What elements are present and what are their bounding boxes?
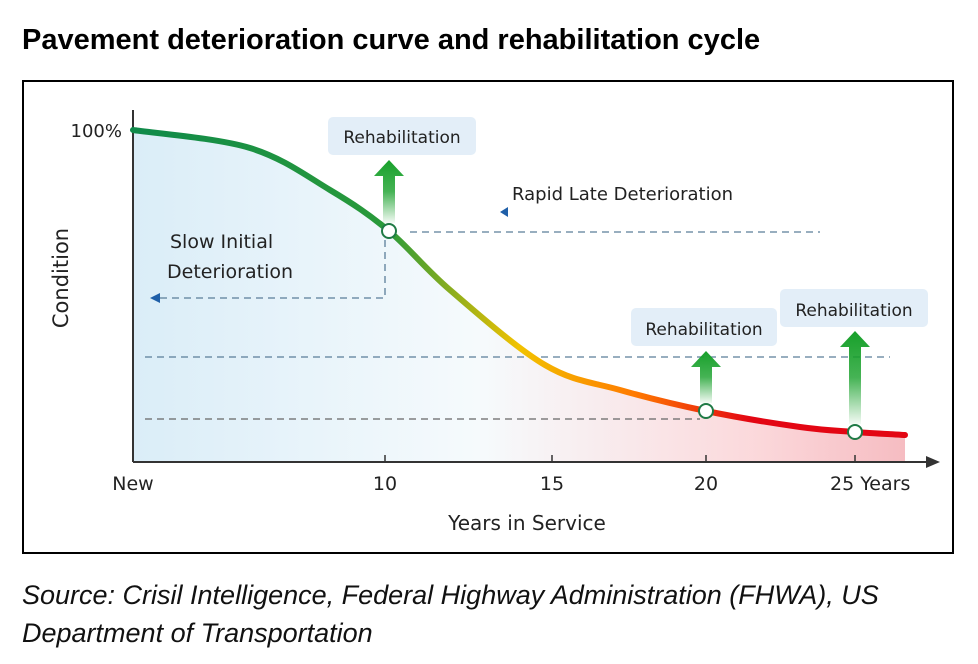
condition-curve <box>130 127 908 438</box>
rehab-label-box <box>780 289 928 327</box>
slow-deterioration-leader <box>160 240 386 299</box>
annotation-slow-2: Deterioration <box>167 261 293 283</box>
rehab-arrow-icon <box>691 351 721 403</box>
annotation-slow: Slow Initial <box>170 231 273 253</box>
rehab-label-box <box>328 117 476 155</box>
arrow-left-icon <box>150 293 160 303</box>
rehab-label-box <box>631 308 777 346</box>
area-fill <box>133 130 905 462</box>
y-top-label: 100% <box>71 121 122 142</box>
x-tick-label: 10 <box>373 473 397 495</box>
y-axis-title: Condition <box>49 228 73 328</box>
rehab-label: Rehabilitation <box>645 320 762 340</box>
rehab-arrow-icon <box>840 331 870 424</box>
x-tick-label: 20 <box>694 473 718 495</box>
x-tick-label: 25 Years <box>830 473 910 495</box>
x-axis-title: Years in Service <box>447 511 606 535</box>
rehab-label: Rehabilitation <box>795 301 912 321</box>
rehab-arrow-icon <box>374 160 404 223</box>
axis-arrow-icon <box>926 456 940 468</box>
rehab-point <box>381 223 397 239</box>
x-tick-label: 15 <box>540 473 564 495</box>
arrow-left-icon <box>500 207 508 217</box>
source-note: Source: Crisil Intelligence, Federal Hig… <box>22 580 879 648</box>
annotation-rapid: Rapid Late Deterioration <box>512 184 733 205</box>
rehab-point <box>698 403 714 419</box>
chart-frame <box>22 80 954 554</box>
page-title: Pavement deterioration curve and rehabil… <box>22 24 761 56</box>
x-tick-label: New <box>112 473 153 495</box>
rehab-label: Rehabilitation <box>343 128 460 148</box>
rehab-point <box>847 424 863 440</box>
